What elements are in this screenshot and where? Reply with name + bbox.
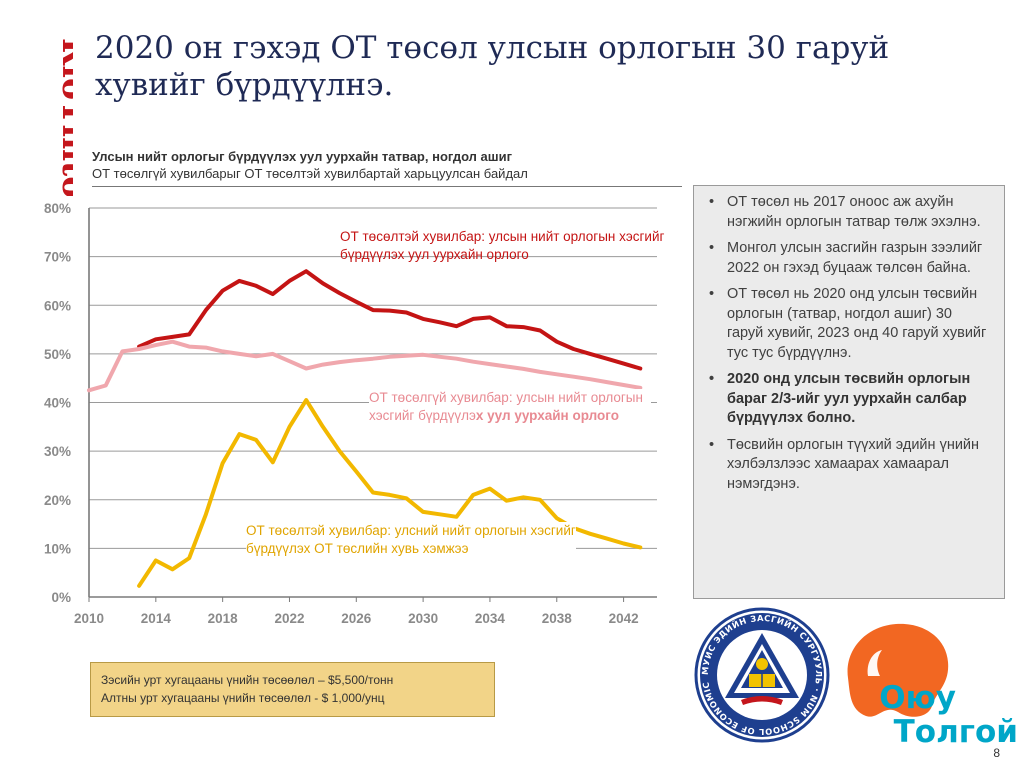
- chart-header-line2: ОТ төсөлгүй хувилбарыг ОТ төсөлтэй хувил…: [92, 166, 528, 181]
- price-assumptions-note: Зэсийн урт хугацааны үнийн төсөөлөл – $5…: [90, 662, 495, 717]
- x-tick-label: 2014: [141, 611, 172, 626]
- oyu-tolgoi-flame-icon: [847, 623, 949, 717]
- x-tick-label: 2022: [274, 611, 304, 626]
- bullet-1: ОТ төсөл нь 2017 оноос аж ахуйн нэгжийн …: [706, 193, 992, 232]
- bullet-5: Төсвийн орлогын түүхий эдийн үнийн хэлбэ…: [706, 436, 992, 495]
- x-tick-label: 2026: [341, 611, 372, 626]
- x-tick-label: 2030: [408, 611, 438, 626]
- x-tick-label: 2042: [609, 611, 639, 626]
- y-tick-label: 20%: [44, 493, 71, 508]
- oyu-wordmark: Оюу: [879, 680, 956, 716]
- series-ot-share-line: [137, 398, 643, 588]
- bullet-2: Монгол улсын засгийн газрын зээлийг 2022…: [706, 239, 992, 278]
- y-axis-ticks: 0% 10% 20% 30% 40% 50% 60% 70% 80%: [44, 201, 71, 605]
- y-tick-label: 60%: [44, 298, 71, 313]
- copper-price-assumption: Зэсийн урт хугацааны үнийн төсөөлөл – $5…: [101, 673, 394, 687]
- oyu-tolgoi-logo: Оюу Толгой: [840, 620, 1020, 750]
- series-without-ot-mining-line: [87, 339, 643, 393]
- annotation-without-ot-part1: ОТ төсөлгүй хувилбар: улсын нийт орлогын…: [369, 390, 643, 423]
- y-tick-label: 0%: [51, 590, 71, 605]
- revenue-share-line-chart: 0%10%20%30%40%50%60%70%80% 2010 2014 2018 2…: [44, 201, 657, 626]
- series-layer: [87, 269, 643, 588]
- y-tick-label: 70%: [44, 250, 71, 265]
- num-economics-school-logo: МУИС ЭДИЙН ЗАСГИЙН СУРГУУЛЬ · NUM SCHOOL…: [689, 598, 831, 744]
- rio-tinto-wordmark: RioTinto: [55, 38, 73, 196]
- bullet-3: ОТ төсөл нь 2020 онд улсын төсвийн орлог…: [706, 285, 992, 363]
- bullet-4: 2020 онд улсын төсвийн орлогын бараг 2/3…: [706, 370, 992, 429]
- chart-header-rule: [92, 186, 682, 187]
- y-tick-label: 10%: [44, 541, 71, 556]
- key-points-panel: ОТ төсөл нь 2017 оноос аж ахуйн нэгжийн …: [693, 185, 1005, 599]
- x-tick-label: 2038: [542, 611, 573, 626]
- x-tick-label: 2034: [475, 611, 506, 626]
- page-number: 8: [993, 746, 1000, 760]
- annotation-ot-share: ОТ төсөлтэй хувилбар: улсний нийт орлогы…: [246, 522, 576, 558]
- chart-header-line1: Улсын нийт орлогыг бүрдүүлэх уул уурхайн…: [92, 149, 513, 164]
- y-tick-label: 80%: [44, 201, 71, 216]
- x-tick-label: 2010: [74, 611, 104, 626]
- gold-price-assumption: Алтны урт хугацааны үнийн төсөөлөл - $ 1…: [101, 691, 385, 705]
- y-tick-label: 40%: [44, 396, 71, 411]
- tolgoi-wordmark: Толгой: [894, 714, 1018, 750]
- chart-header: Улсын нийт орлогыг бүрдүүлэх уул уурхайн…: [92, 148, 682, 187]
- rio-tinto-logo: RioTinto: [33, 36, 73, 196]
- y-tick-label: 50%: [44, 347, 71, 362]
- annotation-without-ot-part2: х уул уурхайн орлого: [475, 408, 619, 423]
- slide-title: 2020 он гэхэд ОТ төсөл улсын орлогын 30 …: [95, 30, 890, 103]
- y-tick-label: 30%: [44, 444, 71, 459]
- annotation-with-ot-mining: ОТ төсөлтэй хувилбар: улсын нийт орлогын…: [340, 229, 665, 262]
- annotation-without-ot-mining: ОТ төсөлгүй хувилбар: улсын нийт орлогын…: [369, 389, 651, 425]
- x-tick-label: 2018: [208, 611, 239, 626]
- x-axis-ticks: 2010 2014 2018 2022 2026 2030 2034 2038 2042: [74, 611, 639, 626]
- series-with-ot-mining-line: [137, 269, 643, 371]
